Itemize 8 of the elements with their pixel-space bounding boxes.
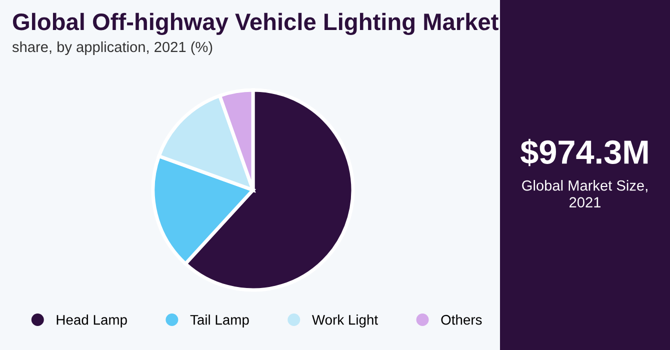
legend-label: Work Light [312,314,378,328]
legend-label: Head Lamp [56,314,127,328]
chart-title: Global Off-highway Vehicle Lighting Market [12,12,498,36]
legend-label: Tail Lamp [190,314,249,328]
legend-label: Others [441,314,482,325]
text: Global Market Size, 2021 [522,180,648,208]
text: $974.3M [520,138,648,166]
chart-subtitle: share, by application, 2021 (%) [12,41,212,56]
